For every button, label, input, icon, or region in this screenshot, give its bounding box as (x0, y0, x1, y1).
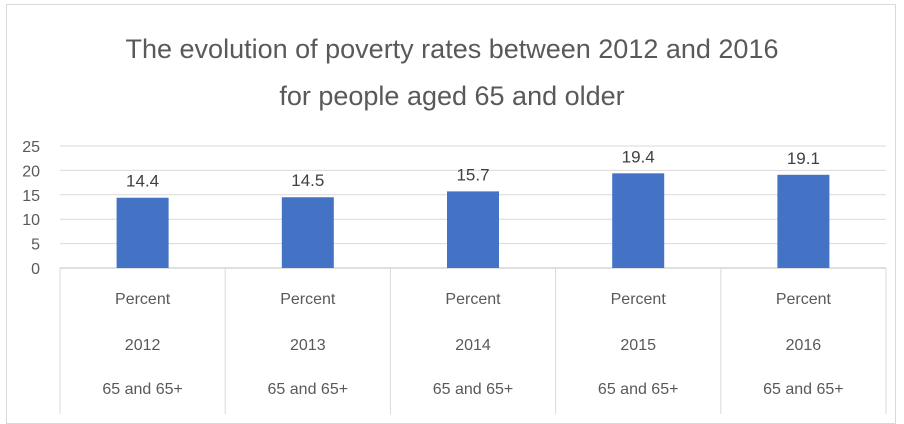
category-group-label: 65 and 65+ (102, 381, 183, 398)
category-year-label: 2014 (455, 337, 491, 354)
category-year-label: 2016 (786, 337, 822, 354)
category-measure-label: Percent (280, 291, 336, 308)
category-group-label: 65 and 65+ (268, 381, 349, 398)
bar (447, 191, 499, 268)
bar (281, 197, 334, 268)
data-label: 15.7 (456, 165, 489, 184)
bar (612, 173, 665, 268)
category-measure-label: Percent (611, 291, 667, 308)
category-year-label: 2015 (620, 337, 656, 354)
data-label: 14.5 (291, 171, 324, 190)
y-tick-label: 15 (22, 188, 40, 205)
y-tick-label: 5 (31, 237, 40, 254)
data-label: 19.4 (622, 147, 655, 166)
category-group-label: 65 and 65+ (433, 381, 514, 398)
category-group-label: 65 and 65+ (598, 381, 679, 398)
bar-chart: 0 5 10 15 20 25 14.4 Percent 2012 65 and 65+ 14.5 P… (22, 139, 887, 414)
chart-title-line-1: The evolution of poverty rates between 2… (125, 34, 779, 64)
bar (116, 197, 169, 268)
chart-title-line-2: for people aged 65 and older (279, 81, 625, 111)
data-label: 14.4 (126, 172, 159, 191)
category-group-label: 65 and 65+ (763, 381, 844, 398)
category-measure-label: Percent (115, 291, 171, 308)
y-tick-label: 20 (22, 163, 40, 180)
category-measure-label: Percent (445, 291, 501, 308)
bar (777, 174, 830, 268)
category-year-label: 2013 (290, 337, 326, 354)
category-year-label: 2012 (125, 337, 161, 354)
y-tick-label: 25 (22, 139, 40, 156)
category-measure-label: Percent (776, 291, 832, 308)
y-tick-label: 10 (22, 212, 40, 229)
y-tick-label: 0 (31, 261, 40, 278)
data-label: 19.1 (787, 149, 820, 168)
